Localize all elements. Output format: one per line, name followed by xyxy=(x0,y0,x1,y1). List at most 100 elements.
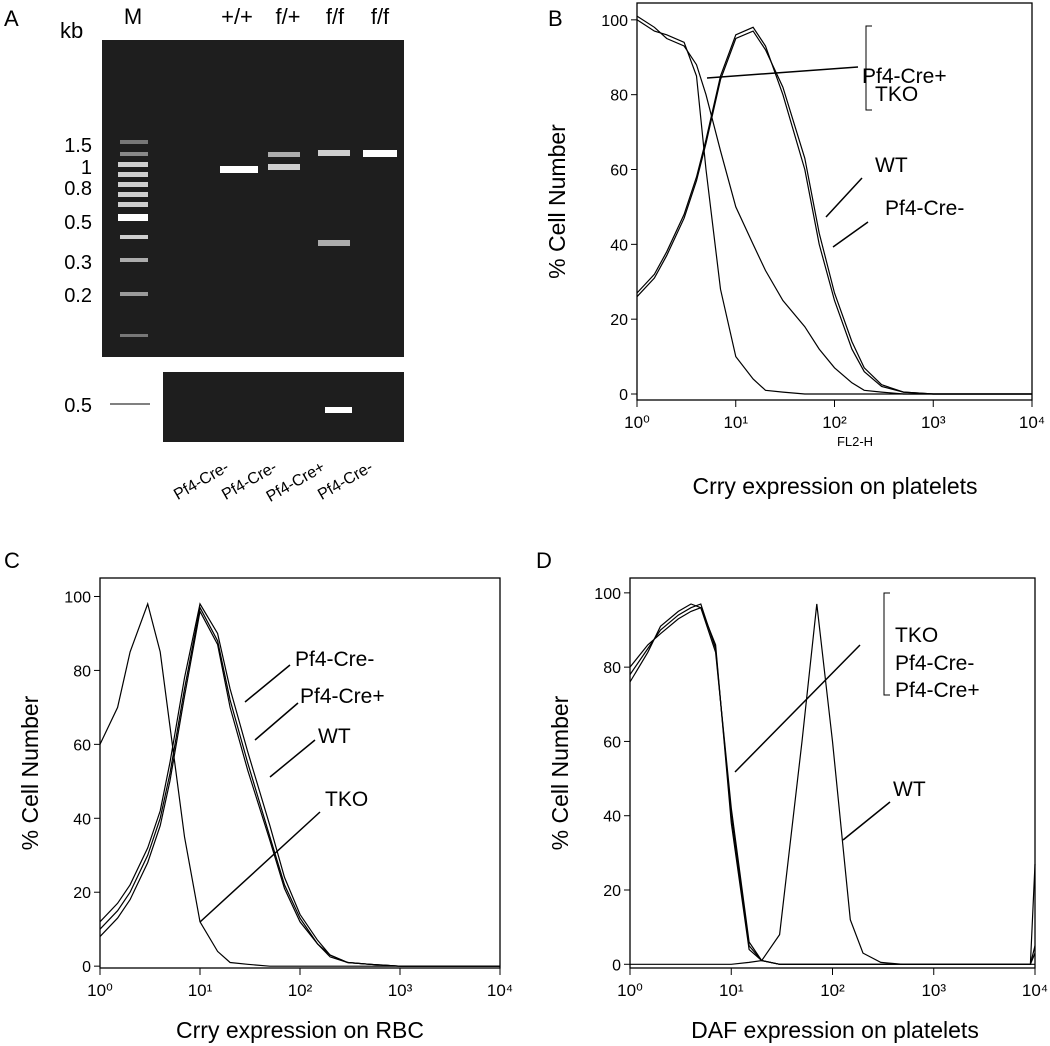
y-tick-label: 100 xyxy=(594,586,621,603)
y-tick-label: 20 xyxy=(610,312,628,329)
gel-band xyxy=(325,407,352,413)
plot-frame xyxy=(629,577,1036,969)
series-label: Pf4-Cre+ xyxy=(300,685,385,708)
panel-letter: D xyxy=(536,548,552,573)
pointer-line xyxy=(825,177,863,218)
series-label: WT xyxy=(875,154,908,177)
plot-frame xyxy=(636,2,1033,401)
y-tick-label: 40 xyxy=(610,237,628,254)
x-tick-label: 10² xyxy=(288,981,313,1000)
histogram-line xyxy=(99,601,500,967)
lane-label: +/+ xyxy=(221,4,253,29)
x-tick-label: 10⁴ xyxy=(1019,413,1045,432)
x-axis-label: DAF expression on platelets xyxy=(691,1017,979,1043)
histogram-panel: D 0 20 40 60 80 100 10⁰ 10¹ 10² 10³ 10⁴ DAF expressi… xyxy=(536,548,1048,1043)
y-tick-label: 80 xyxy=(610,88,628,105)
series-label: Pf4-Cre- xyxy=(895,652,974,675)
y-axis-label: % Cell Number xyxy=(547,695,573,850)
series-label: WT xyxy=(893,778,926,801)
panel-letter: A xyxy=(4,6,19,31)
y-tick-label: 0 xyxy=(619,387,628,404)
panel-letter: C xyxy=(4,548,20,573)
x-tick-label: 10² xyxy=(822,413,847,432)
series-label: Pf4-Cre+ xyxy=(895,679,980,702)
pointer-line xyxy=(254,702,299,741)
gel-image xyxy=(102,40,404,357)
y-tick-label: 0 xyxy=(612,957,621,974)
size-label: 0.5 xyxy=(64,212,92,234)
y-tick-label: 20 xyxy=(73,885,91,902)
pointer-line xyxy=(832,221,869,248)
y-tick-label: 100 xyxy=(601,13,628,30)
x-tick-label: 10⁰ xyxy=(87,981,113,1000)
size-label: 0.8 xyxy=(64,178,92,200)
pointer-line xyxy=(706,66,859,79)
histogram-line xyxy=(629,603,1036,965)
series-label: TKO xyxy=(895,624,938,647)
histogram-line xyxy=(630,603,1035,965)
size-label: 0.5 xyxy=(64,395,92,417)
x-tick-label: 10³ xyxy=(388,981,413,1000)
y-tick-label: 40 xyxy=(73,811,91,828)
series-label: TKO xyxy=(875,83,918,106)
gel-panel: A kb M +/+ f/+ f/f f/f 1.5 1 0.8 0.5 0.3… xyxy=(4,4,404,506)
gel-image xyxy=(163,372,404,442)
panel-letter: B xyxy=(548,6,563,31)
size-label: 0.2 xyxy=(64,285,92,307)
x-tick-label: 10¹ xyxy=(719,981,744,1000)
pointer-line xyxy=(842,801,891,841)
x-tick-label: 10¹ xyxy=(188,981,213,1000)
pointer-line xyxy=(269,739,316,778)
kb-label: kb xyxy=(60,18,83,43)
x-tick-label: 10³ xyxy=(921,413,946,432)
y-tick-label: 60 xyxy=(73,737,91,754)
y-axis-label: % Cell Number xyxy=(544,124,570,279)
genotype-label: Pf4-Cre- xyxy=(315,459,376,504)
y-tick-label: 0 xyxy=(82,959,91,976)
y-tick-label: 100 xyxy=(64,589,91,606)
y-axis-label: % Cell Number xyxy=(17,695,43,850)
x-tick-label: 10² xyxy=(820,981,845,1000)
size-label: 1 xyxy=(81,157,92,179)
y-tick-label: 80 xyxy=(73,663,91,680)
bracket xyxy=(883,592,890,696)
x-tick-label: 10⁰ xyxy=(624,413,650,432)
histogram-line xyxy=(636,15,1032,395)
y-tick-label: 80 xyxy=(603,660,621,677)
pointer-line xyxy=(199,811,321,923)
pointer-line xyxy=(244,664,291,703)
bracket xyxy=(865,25,872,111)
x-tick-label: 10³ xyxy=(921,981,946,1000)
lane-label: f/f xyxy=(371,4,390,29)
series-label: Pf4-Cre- xyxy=(885,197,964,220)
plot-frame xyxy=(99,577,501,969)
histogram-line xyxy=(636,30,1032,395)
y-tick-label: 20 xyxy=(603,883,621,900)
x-tick-label: 10⁰ xyxy=(617,981,643,1000)
histogram-panel: B 0 20 40 60 80 100 10⁰ 10¹ 10² 10³ 10⁴ Crry express… xyxy=(544,2,1045,499)
size-label: 1.5 xyxy=(64,135,92,157)
size-label: 0.3 xyxy=(64,252,92,274)
histogram-line xyxy=(99,609,500,967)
lane-label: f/f xyxy=(326,4,345,29)
y-tick-label: 60 xyxy=(603,734,621,751)
histogram-line xyxy=(636,19,1032,395)
lane-label: f/+ xyxy=(275,4,300,29)
x-axis-label: Crry expression on platelets xyxy=(692,473,977,499)
x-tick-label: 10⁴ xyxy=(1022,981,1048,1000)
series-label: Pf4-Cre- xyxy=(295,648,374,671)
series-label: TKO xyxy=(325,788,368,811)
histogram-line xyxy=(636,26,1032,395)
y-tick-label: 40 xyxy=(603,809,621,826)
y-tick-label: 60 xyxy=(610,163,628,180)
series-label: WT xyxy=(318,725,351,748)
lane-label: M xyxy=(124,4,142,29)
x-axis-label: Crry expression on RBC xyxy=(176,1017,424,1043)
series-label: Pf4-Cre+ xyxy=(862,65,947,88)
histogram-panel: C 0 20 40 60 80 100 10⁰ 10¹ 10² 10³ 10⁴ Crry express… xyxy=(4,548,513,1043)
pointer-line xyxy=(734,644,861,773)
x-axis-sublabel: FL2-H xyxy=(837,434,873,449)
x-tick-label: 10⁴ xyxy=(487,981,513,1000)
gel-bands xyxy=(118,140,397,337)
